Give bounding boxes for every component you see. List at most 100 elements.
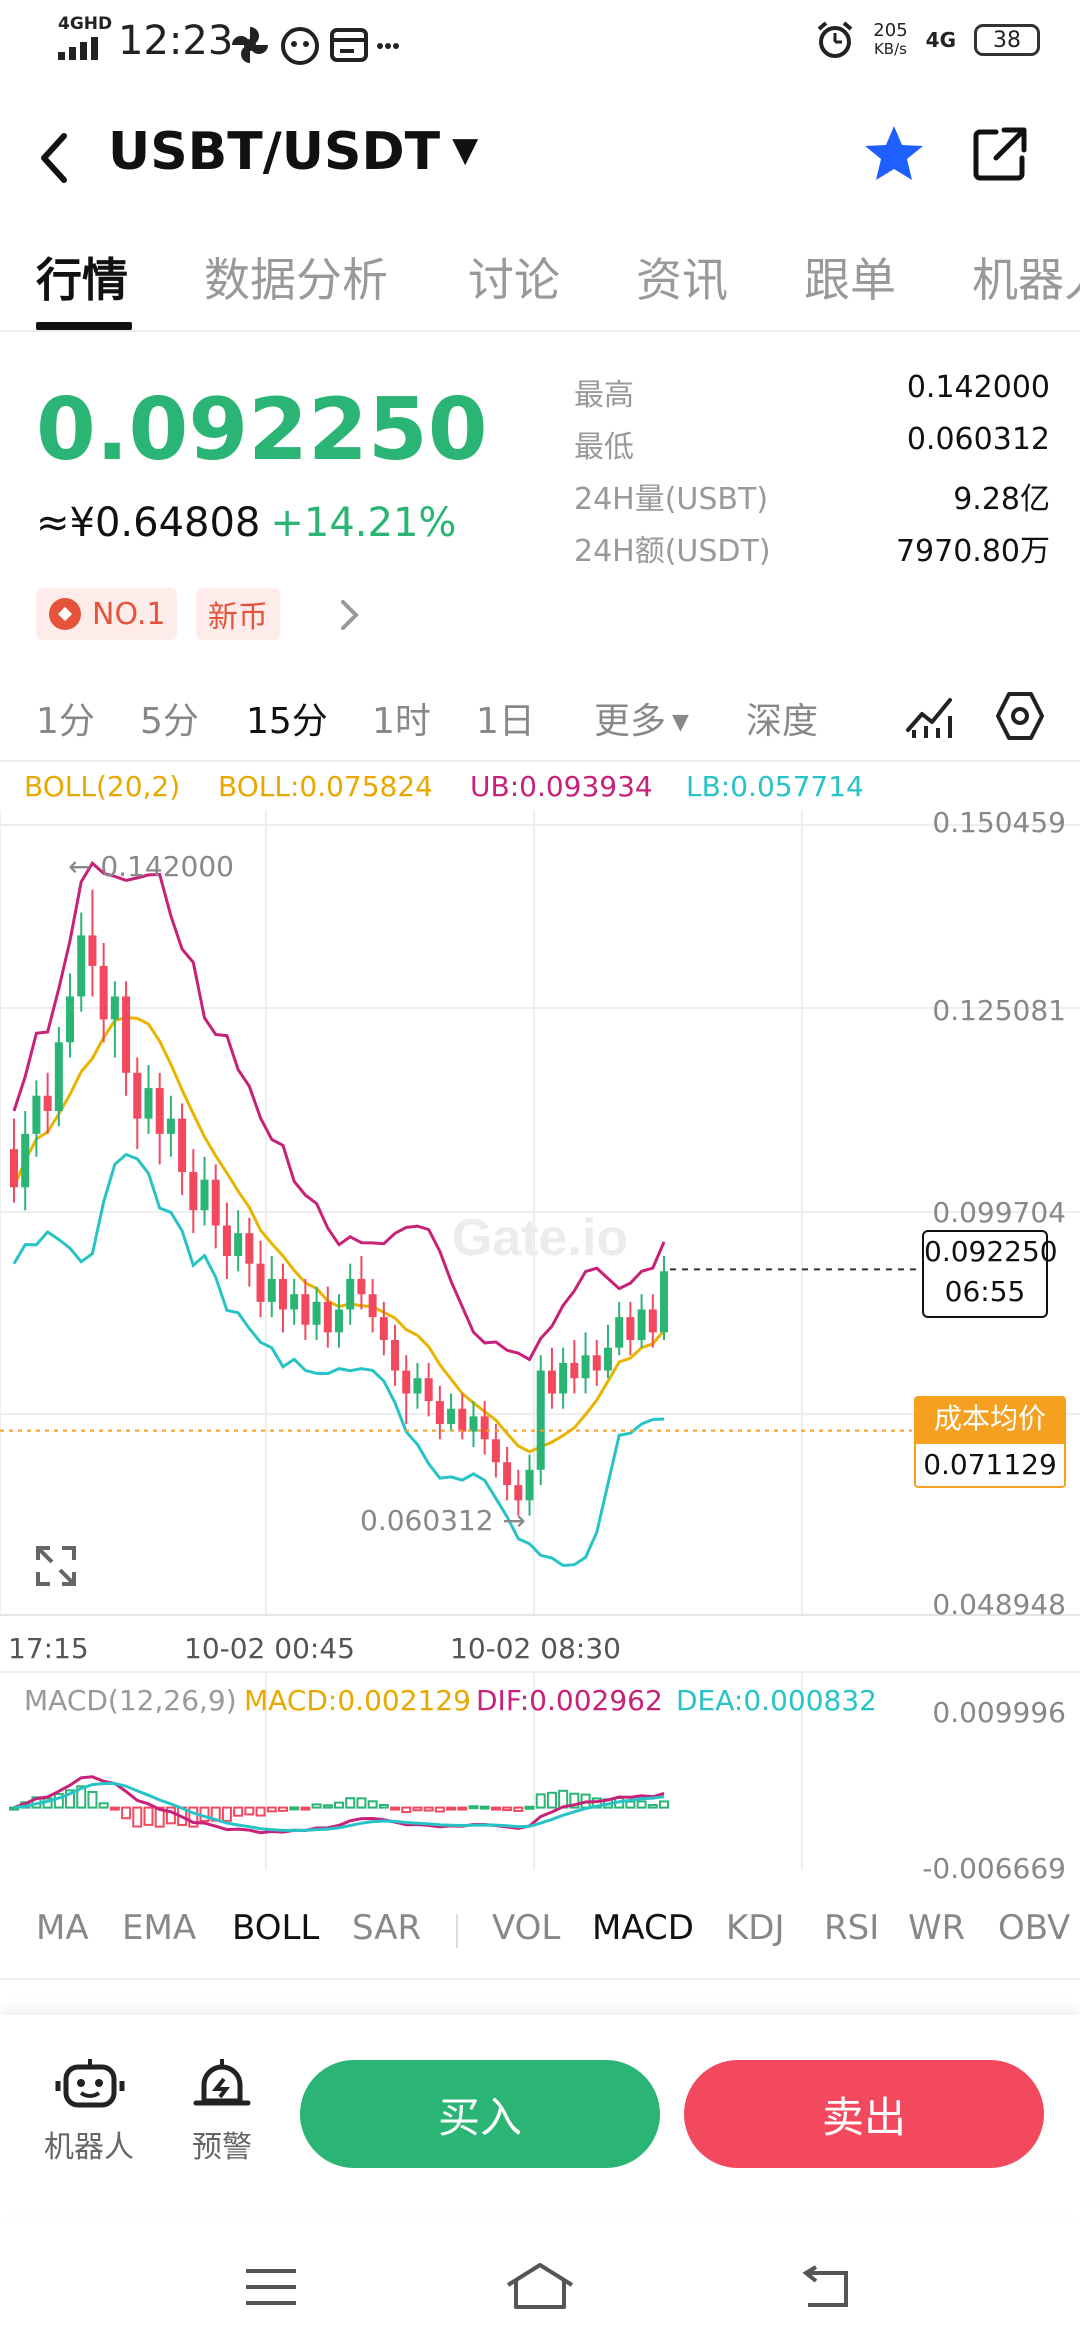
indicator-wr[interactable]: WR	[908, 1908, 966, 1948]
indicator-chart-icon[interactable]	[904, 690, 956, 742]
candle	[200, 1156, 209, 1226]
macd-histogram-bar	[412, 1806, 423, 1812]
candle	[312, 1286, 321, 1341]
candle-body	[603, 1347, 612, 1371]
candle-body	[77, 935, 86, 997]
macd-histogram-bar	[546, 1791, 557, 1809]
indicator-sar[interactable]: SAR	[352, 1908, 422, 1948]
back-nav-icon[interactable]	[794, 2265, 850, 2309]
last-price: 0.092250	[36, 380, 488, 480]
candle-body	[536, 1370, 545, 1470]
fullscreen-icon[interactable]	[34, 1544, 78, 1588]
y-tick: 0.048948	[932, 1588, 1066, 1621]
candle-body	[278, 1278, 287, 1310]
macd-histogram-bar	[479, 1805, 490, 1810]
diamond-icon	[49, 598, 81, 630]
tab-robot[interactable]: 机器人	[972, 253, 1080, 307]
chevron-right-icon[interactable]	[338, 598, 362, 632]
indicator-kdj[interactable]: KDJ	[726, 1908, 785, 1948]
signal-bars-icon	[58, 37, 98, 60]
candle	[525, 1454, 534, 1516]
candle-body	[626, 1317, 635, 1341]
menu-icon[interactable]	[244, 2267, 298, 2307]
candlestick-chart[interactable]: Gate.io	[0, 810, 1080, 1890]
candle	[368, 1278, 377, 1333]
timeframe-1m[interactable]: 1分	[36, 701, 95, 742]
macd-histogram-bar	[625, 1800, 636, 1809]
tab-discussion[interactable]: 讨论	[468, 253, 560, 307]
robot-label[interactable]: 机器人	[44, 2130, 134, 2165]
stat-label: 24H额(USDT)	[574, 534, 771, 569]
indicator-ema[interactable]: EMA	[122, 1908, 197, 1948]
candle-body	[211, 1179, 220, 1226]
candle	[547, 1347, 556, 1409]
indicator-obv[interactable]: OBV	[998, 1908, 1071, 1948]
timeframe-5m[interactable]: 5分	[140, 701, 199, 742]
timeframe-15m[interactable]: 15分	[246, 701, 328, 742]
macd-histogram-bar	[334, 1801, 344, 1809]
indicator-rsi[interactable]: RSI	[824, 1908, 880, 1948]
tab-data-analysis[interactable]: 数据分析	[204, 253, 388, 307]
indicator-ma[interactable]: MA	[36, 1908, 89, 1948]
timeframe-1h[interactable]: 1时	[372, 701, 431, 742]
candle-body	[570, 1362, 579, 1379]
back-arrow-icon[interactable]	[34, 128, 74, 188]
candle-body	[323, 1301, 332, 1333]
share-icon[interactable]	[970, 124, 1030, 184]
boll-lower-band	[12, 1152, 665, 1568]
candle-body	[615, 1317, 624, 1348]
indicator-boll[interactable]: BOLL	[232, 1908, 320, 1948]
timeframe-1d[interactable]: 1日	[476, 701, 535, 742]
new-coin-badge[interactable]: 新币	[196, 588, 280, 640]
robot-icon[interactable]	[50, 2055, 130, 2115]
candle-body	[312, 1301, 321, 1325]
macd-histogram-bar	[401, 1806, 412, 1814]
stat-volume: 24H量(USBT) 9.28亿	[574, 474, 1050, 518]
macd-dea-line	[13, 1782, 665, 1832]
buy-button[interactable]: 买入	[300, 2060, 660, 2168]
macd-histogram-bar	[244, 1806, 255, 1816]
pair-selector[interactable]: USBT/USDT ▼	[108, 122, 478, 182]
candle-body	[424, 1378, 433, 1402]
clock-time: 12:23	[118, 18, 234, 64]
candle-body	[245, 1233, 254, 1264]
cny-value: ≈¥0.64808	[36, 500, 261, 546]
candle	[592, 1340, 601, 1386]
candle	[581, 1332, 590, 1394]
macd-histogram-bar	[87, 1790, 98, 1809]
candle-body	[301, 1294, 310, 1325]
candle	[43, 1072, 52, 1134]
tab-market[interactable]: 行情	[36, 253, 128, 307]
low-annotation: 0.060312 →	[360, 1504, 526, 1537]
macd-histogram-bar	[457, 1806, 468, 1811]
indicator-macd[interactable]: MACD	[592, 1908, 694, 1948]
x-tick: 10-02 00:45	[184, 1632, 355, 1665]
new-coin-label: 新币	[208, 600, 268, 635]
candle	[637, 1294, 646, 1348]
candle	[491, 1424, 500, 1478]
home-icon[interactable]	[504, 2261, 576, 2311]
macd-histogram-bar	[76, 1785, 87, 1809]
alert-label[interactable]: 预警	[192, 2130, 252, 2165]
macd-histogram-bar	[255, 1806, 266, 1817]
pair-name: USBT/USDT	[108, 122, 441, 182]
candle	[424, 1362, 433, 1417]
candle	[660, 1256, 668, 1341]
macd-histogram-bar	[647, 1804, 658, 1809]
rank-label: NO.1	[92, 596, 166, 632]
timeframe-depth[interactable]: 深度	[746, 701, 819, 742]
settings-hexagon-icon[interactable]	[994, 690, 1046, 742]
candle	[155, 1072, 164, 1165]
sell-button[interactable]: 卖出	[684, 2060, 1044, 2168]
app-header: USBT/USDT ▼	[0, 110, 1080, 210]
tab-copy-trade[interactable]: 跟单	[804, 253, 896, 307]
tab-news[interactable]: 资讯	[636, 253, 728, 307]
candle	[357, 1256, 366, 1310]
star-icon[interactable]	[862, 122, 926, 186]
candle	[323, 1286, 332, 1348]
timeframe-more[interactable]: 更多 ▼	[594, 692, 689, 744]
candle	[32, 1080, 41, 1157]
rank-badge[interactable]: NO.1	[36, 588, 178, 640]
indicator-vol[interactable]: VOL	[492, 1908, 561, 1948]
alert-bell-icon[interactable]	[182, 2055, 262, 2115]
